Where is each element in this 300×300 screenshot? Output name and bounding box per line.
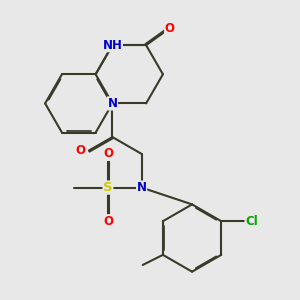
Text: O: O [103,147,113,161]
Text: N: N [107,97,117,110]
Text: Cl: Cl [245,215,258,228]
Text: O: O [103,215,113,228]
Text: S: S [103,181,113,194]
Text: O: O [76,144,85,157]
Text: N: N [136,181,147,194]
Text: O: O [165,22,175,35]
Text: NH: NH [103,39,122,52]
